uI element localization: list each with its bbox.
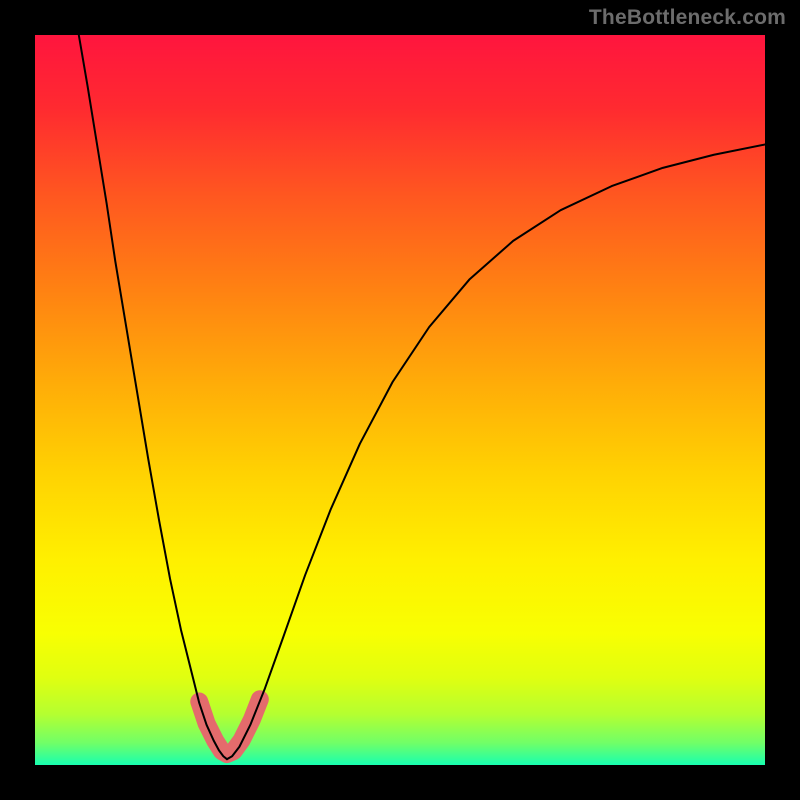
watermark-text: TheBottleneck.com — [589, 6, 786, 30]
curve-right — [227, 145, 765, 760]
plot-area — [35, 35, 765, 765]
curve-left — [79, 35, 227, 759]
curves-svg — [35, 35, 765, 765]
chart-frame: TheBottleneck.com — [0, 0, 800, 800]
